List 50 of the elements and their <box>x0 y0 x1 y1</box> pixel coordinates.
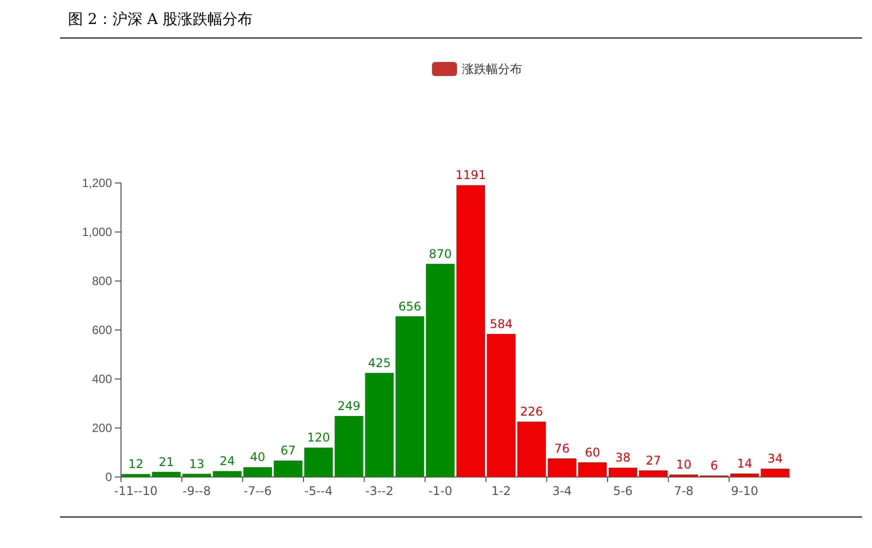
data-label: 67 <box>280 444 296 458</box>
x-tick-label: 7-8 <box>674 484 694 498</box>
y-tick-label: 400 <box>92 372 112 386</box>
y-tick-label: 200 <box>92 420 112 435</box>
bar <box>212 471 242 477</box>
data-label: 6 <box>710 458 718 473</box>
data-label: 870 <box>428 246 452 261</box>
x-tick-label: 3-4 <box>552 484 572 498</box>
data-label: 76 <box>554 441 570 456</box>
data-label: 60 <box>584 445 600 460</box>
bar <box>426 264 455 477</box>
y-tick-label: 800 <box>92 274 112 288</box>
data-label: 249 <box>338 398 360 413</box>
data-label: 24 <box>220 454 235 468</box>
x-tick-label: -3--2 <box>365 484 394 498</box>
data-label: 584 <box>490 316 513 331</box>
data-label: 21 <box>158 454 174 469</box>
bar <box>486 334 516 477</box>
data-label: 10 <box>676 458 692 472</box>
bar <box>639 470 668 477</box>
x-tick-label: -9--8 <box>182 484 211 498</box>
y-tick-label: 1,000 <box>82 224 112 239</box>
data-label: 13 <box>189 456 204 471</box>
x-tick-label: -11--10 <box>114 484 158 498</box>
bar <box>456 185 486 477</box>
chart-title: 图 2：沪深 A 股涨跌幅分布 <box>68 10 253 28</box>
data-label: 425 <box>368 356 391 370</box>
x-tick-label: -5--4 <box>304 484 333 498</box>
x-tick-label: 5-6 <box>613 484 633 498</box>
y-tick-label: 1,200 <box>82 176 112 190</box>
data-label: 120 <box>307 430 330 445</box>
bar <box>243 467 272 477</box>
bar <box>760 468 790 477</box>
data-label: 226 <box>520 404 544 419</box>
data-label: 40 <box>250 450 266 464</box>
x-tick-label: 1-2 <box>491 484 511 498</box>
bar <box>396 316 424 477</box>
data-label: 38 <box>615 450 631 465</box>
y-tick-label: 0 <box>105 470 112 484</box>
data-label: 12 <box>128 457 144 472</box>
x-tick-label: -1-0 <box>428 484 452 498</box>
data-label: 656 <box>398 299 422 314</box>
data-label: 27 <box>646 453 661 468</box>
x-tick-label: 9-10 <box>731 484 758 498</box>
text: 涨跌幅分布 <box>462 62 522 76</box>
x-tick-label: -7--6 <box>244 484 272 498</box>
data-label: 1191 <box>455 168 486 182</box>
y-tick-label: 600 <box>92 322 112 337</box>
data-label: 14 <box>737 456 752 471</box>
data-label: 34 <box>767 452 783 466</box>
